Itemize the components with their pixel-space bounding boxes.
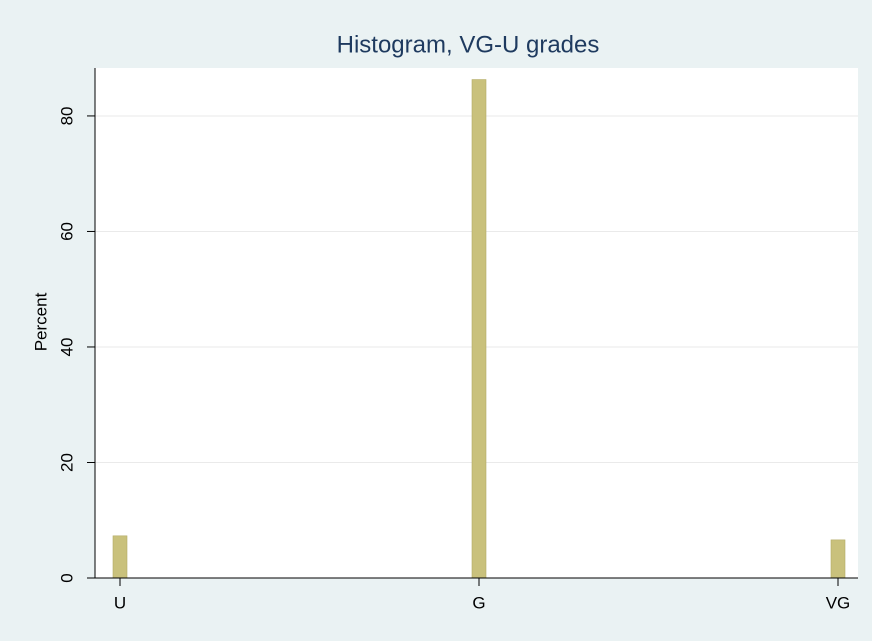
bar xyxy=(471,79,487,579)
y-tick-label: 40 xyxy=(57,338,76,357)
x-tick-label: U xyxy=(114,593,126,612)
y-tick-label: 60 xyxy=(57,222,76,241)
bar xyxy=(830,539,846,579)
bar xyxy=(112,535,128,579)
y-tick-label: 80 xyxy=(57,106,76,125)
y-tick-label: 20 xyxy=(57,453,76,472)
chart-title: Histogram, VG-U grades xyxy=(337,31,600,58)
x-tick-label: VG xyxy=(826,593,851,612)
y-axis-label: Percent xyxy=(31,292,50,351)
x-tick-label: G xyxy=(472,593,485,612)
y-tick-label: 0 xyxy=(57,573,76,582)
